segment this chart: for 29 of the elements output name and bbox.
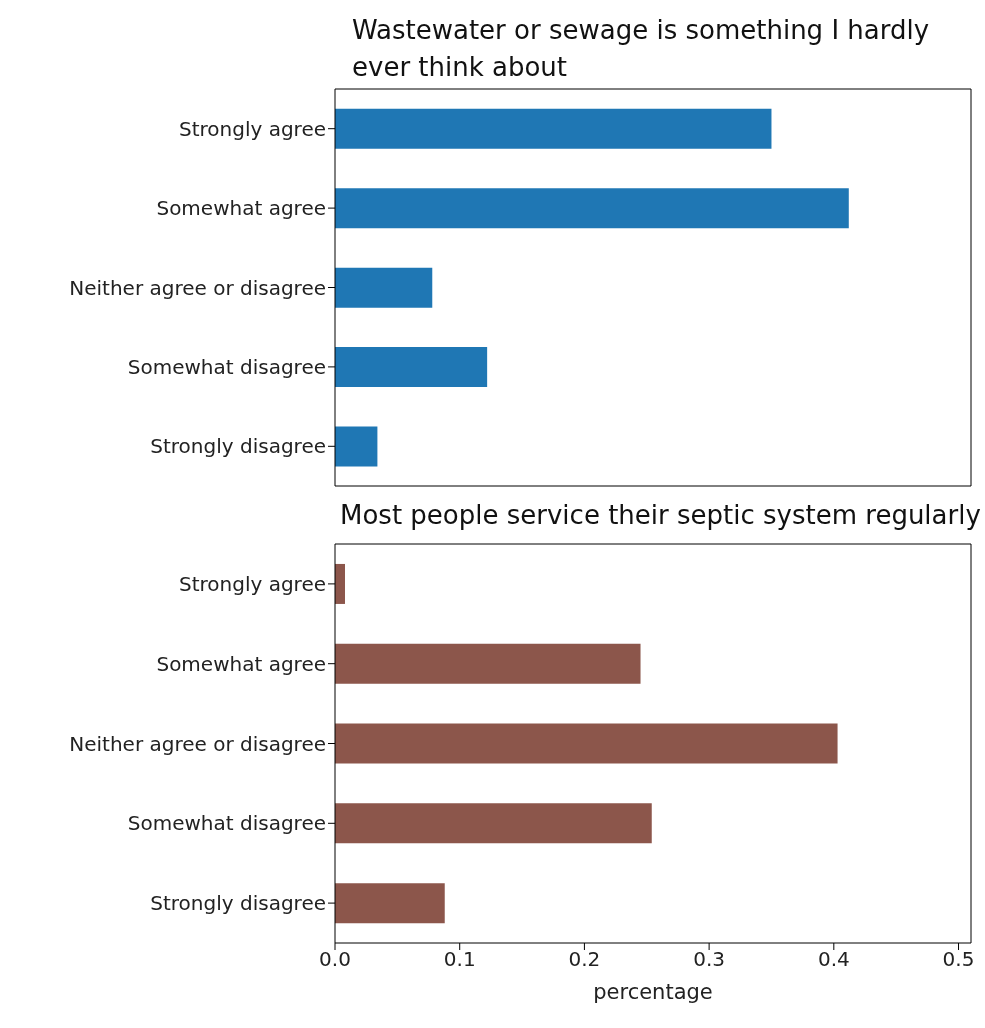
bar [335,563,345,604]
y-tick-label: Somewhat agree [156,196,326,221]
bar [335,108,772,149]
bar [335,188,849,229]
x-tick-label: 0.3 [693,947,726,972]
y-tick-label: Neither agree or disagree [69,731,326,756]
x-tick-label: 0.2 [568,947,601,972]
bar [335,267,433,308]
bar [335,883,445,924]
bar [335,723,838,764]
y-tick-label: Neither agree or disagree [69,275,326,300]
bar [335,803,652,844]
chart-title: Most people service their septic system regularly [340,500,981,530]
bar [335,347,488,388]
x-tick-label: 0.1 [443,947,476,972]
x-axis-title: percentage [593,980,713,1004]
y-tick-label: Somewhat agree [156,651,326,676]
bar [335,643,641,684]
y-tick-label: Somewhat disagree [127,811,326,836]
y-tick-label: Somewhat disagree [127,355,326,379]
y-tick-label: Strongly disagree [150,434,326,459]
x-tick-label: 0.4 [817,947,850,972]
bar [335,426,378,467]
x-tick-label: 0.5 [942,947,975,972]
x-tick-label: 0.0 [319,947,351,972]
y-tick-label: Strongly agree [178,572,326,596]
y-tick-label: Strongly agree [178,116,326,141]
y-tick-label: Strongly disagree [150,891,326,916]
chart-title: Wastewater or sewage is something I hardly ever think about [352,14,931,84]
